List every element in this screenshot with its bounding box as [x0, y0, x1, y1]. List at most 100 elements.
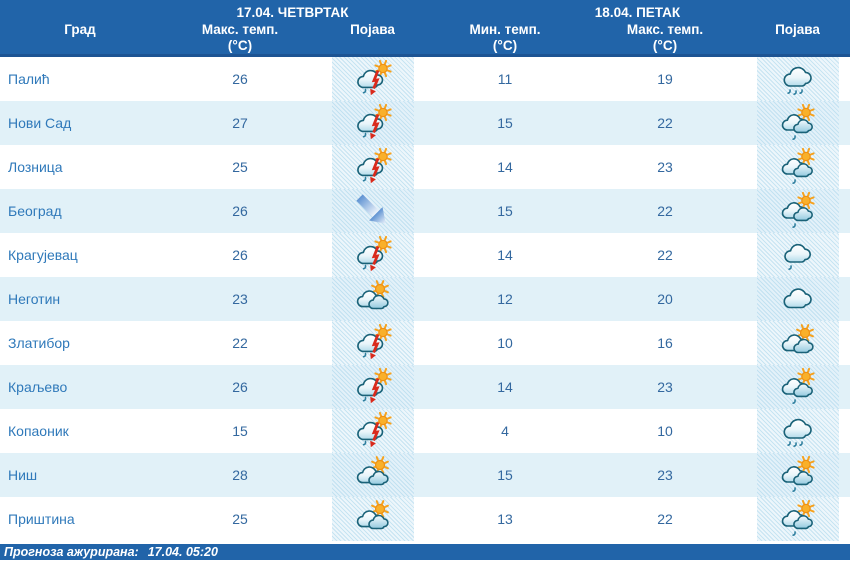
- day2-weather-cell: [745, 365, 850, 409]
- day2-min-temp-value: 11: [497, 71, 513, 87]
- table-header: 17.04. ЧЕТВРТАК 18.04. ПЕТАК Град Макс. …: [0, 0, 850, 57]
- city-label[interactable]: Копаоник: [8, 423, 69, 439]
- day2-min-temp-value: 14: [497, 159, 513, 175]
- day1-weather-cell: [320, 409, 425, 453]
- day1-weather-cell: [320, 497, 425, 541]
- day1-weather-cell: [320, 145, 425, 189]
- day1-weather-cell: [320, 277, 425, 321]
- partly-cloudy-rain-icon: [756, 497, 839, 541]
- day2-weather-cell: [745, 233, 850, 277]
- day1-date-header: 17.04. ЧЕТВРТАК: [236, 5, 349, 20]
- col-header-day2-max-temp: Макс. темп. (°C): [585, 22, 745, 54]
- thunderstorm-icon: [331, 409, 414, 453]
- table-row: Ниш 28 15 23: [0, 453, 850, 497]
- wind-arrow-icon: [331, 189, 414, 233]
- day1-max-temp-value: 26: [232, 379, 248, 395]
- day2-max-temp-value: 22: [657, 115, 673, 131]
- city-label[interactable]: Крагујевац: [8, 247, 78, 263]
- table-row: Палић 26 11 19: [0, 57, 850, 101]
- day1-max-temp-value: 25: [232, 159, 248, 175]
- day2-weather-cell: [745, 277, 850, 321]
- city-label[interactable]: Палић: [8, 71, 50, 87]
- day2-max-temp-value: 10: [657, 423, 673, 439]
- partly-cloudy-rain-icon: [756, 189, 839, 233]
- table-row: Копаоник 15 4 10: [0, 409, 850, 453]
- col-header-city: Град: [64, 22, 96, 37]
- day2-min-temp-value: 4: [501, 423, 509, 439]
- day1-weather-cell: [320, 189, 425, 233]
- partly-cloudy-rain-icon: [756, 453, 839, 497]
- day1-weather-cell: [320, 57, 425, 101]
- day1-weather-cell: [320, 365, 425, 409]
- unit-label: (°C): [227, 38, 253, 54]
- day2-min-temp-value: 15: [497, 115, 513, 131]
- unit-label: (°C): [652, 38, 678, 54]
- city-label[interactable]: Ниш: [8, 467, 38, 483]
- day2-min-temp-value: 15: [497, 203, 513, 219]
- day2-min-temp-value: 15: [497, 467, 513, 483]
- day2-weather-cell: [745, 409, 850, 453]
- day2-max-temp-value: 20: [657, 291, 673, 307]
- thunderstorm-icon: [331, 57, 414, 101]
- thunderstorm-icon: [331, 233, 414, 277]
- day2-max-temp-value: 23: [657, 467, 673, 483]
- col-header-day1-max-temp: Макс. темп. (°C): [160, 22, 320, 54]
- day2-max-temp-value: 19: [657, 71, 673, 87]
- city-label[interactable]: Београд: [8, 203, 62, 219]
- cloudy-rain-icon: [756, 57, 839, 101]
- day1-max-temp-value: 26: [232, 247, 248, 263]
- day1-max-temp-value: 25: [232, 511, 248, 527]
- partly-cloudy-rain-icon: [756, 145, 839, 189]
- unit-label: (°C): [492, 38, 518, 54]
- day1-max-temp-value: 28: [232, 467, 248, 483]
- day2-max-temp-value: 23: [657, 379, 673, 395]
- day2-min-temp-value: 13: [497, 511, 513, 527]
- city-label[interactable]: Нови Сад: [8, 115, 72, 131]
- forecast-updated-bar: Прогноза ажурирана: 17.04. 05:20: [0, 544, 850, 560]
- day1-max-temp-value: 26: [232, 203, 248, 219]
- partly-cloudy-icon: [331, 453, 414, 497]
- updated-label: Прогноза ажурирана:: [4, 545, 139, 559]
- city-label[interactable]: Лозница: [8, 159, 63, 175]
- partly-cloudy-rain-icon: [756, 365, 839, 409]
- table-row: Златибор 22 10 16: [0, 321, 850, 365]
- day1-weather-cell: [320, 453, 425, 497]
- updated-timestamp: 17.04. 05:20: [147, 545, 218, 559]
- partly-cloudy-icon: [756, 321, 839, 365]
- thunderstorm-icon: [331, 145, 414, 189]
- table-row: Београд 26 15 22: [0, 189, 850, 233]
- day1-max-temp-value: 22: [232, 335, 248, 351]
- city-label[interactable]: Неготин: [8, 291, 61, 307]
- day2-weather-cell: [745, 453, 850, 497]
- cloudy-light-rain-icon: [756, 233, 839, 277]
- cloudy-icon: [756, 277, 839, 321]
- day2-max-temp-value: 22: [657, 247, 673, 263]
- day2-max-temp-value: 16: [657, 335, 673, 351]
- day2-max-temp-value: 22: [657, 203, 673, 219]
- day2-min-temp-value: 14: [497, 379, 513, 395]
- thunderstorm-icon: [331, 321, 414, 365]
- day1-max-temp-value: 26: [232, 71, 248, 87]
- day2-weather-cell: [745, 189, 850, 233]
- table-row: Неготин 23 12 20: [0, 277, 850, 321]
- col-header-day2-appearance: Појава: [775, 22, 820, 37]
- day2-min-temp-value: 14: [497, 247, 513, 263]
- col-header-day2-min-temp: Мин. темп. (°C): [425, 22, 585, 54]
- city-label[interactable]: Краљево: [8, 379, 68, 395]
- day2-min-temp-value: 12: [497, 291, 513, 307]
- partly-cloudy-rain-icon: [756, 101, 839, 145]
- table-row: Краљево 26 14 23: [0, 365, 850, 409]
- day1-max-temp-value: 27: [232, 115, 248, 131]
- day1-max-temp-value: 23: [232, 291, 248, 307]
- city-label[interactable]: Златибор: [8, 335, 70, 351]
- partly-cloudy-icon: [331, 497, 414, 541]
- partly-cloudy-icon: [331, 277, 414, 321]
- table-row: Крагујевац 26 14 22: [0, 233, 850, 277]
- thunderstorm-icon: [331, 101, 414, 145]
- day1-weather-cell: [320, 101, 425, 145]
- city-label[interactable]: Приштина: [8, 511, 75, 527]
- day1-weather-cell: [320, 321, 425, 365]
- day2-weather-cell: [745, 497, 850, 541]
- table-row: Приштина 25 13 22: [0, 497, 850, 541]
